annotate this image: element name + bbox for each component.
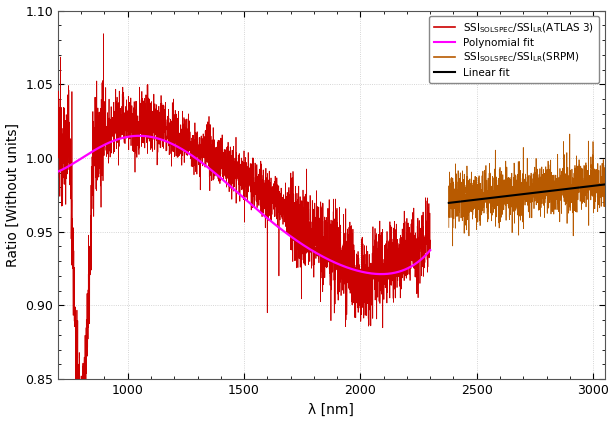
X-axis label: λ [nm]: λ [nm] — [309, 403, 354, 417]
Legend: SSI$_{\mathregular{SOLSPEC}}$/SSI$_{\mathregular{LR}}$(ATLAS 3), Polynomial fit,: SSI$_{\mathregular{SOLSPEC}}$/SSI$_{\mat… — [429, 16, 599, 83]
Y-axis label: Ratio [Without units]: Ratio [Without units] — [6, 123, 20, 267]
